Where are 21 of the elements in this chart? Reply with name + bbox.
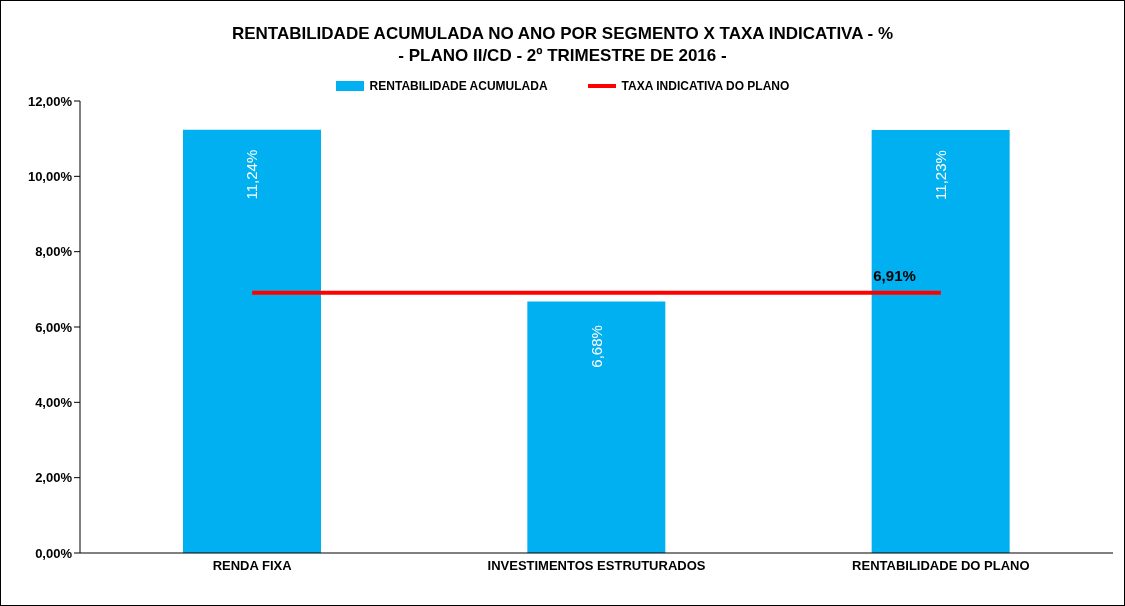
chart-title: RENTABILIDADE ACUMULADA NO ANO POR SEGMENTO X TAXA INDICATIVA - % [230, 23, 895, 45]
data-label: 11,23% [932, 150, 950, 200]
y-tick-label: 12,00% [27, 93, 73, 109]
y-tick-label: 0,00% [35, 545, 73, 561]
y-tick-label: 10,00% [27, 168, 73, 184]
data-label: 11,24% [243, 149, 261, 200]
data-label: 6,68% [587, 325, 605, 368]
y-tick-label: 8,00% [35, 244, 73, 260]
bar [527, 301, 666, 553]
x-tick-label: RENTABILIDADE DO PLANO [852, 558, 1030, 574]
bar [871, 130, 1010, 553]
y-tick-label: 2,00% [35, 470, 73, 486]
x-tick-label: RENDA FIXA [212, 558, 293, 574]
y-tick-label: 6,00% [35, 319, 73, 335]
chart-subtitle: - PLANO II/CD - 2º TRIMESTRE DE 2016 - [397, 45, 728, 67]
data-label: 6,91% [873, 266, 916, 284]
legend-label: TAXA INDICATIVA DO PLANO [621, 79, 790, 93]
bar [183, 129, 321, 553]
x-tick-label: INVESTIMENTOS ESTRUTURADOS [487, 558, 706, 574]
y-tick-label: 4,00% [35, 394, 73, 410]
legend-label: RENTABILIDADE ACUMULADA [369, 79, 548, 93]
